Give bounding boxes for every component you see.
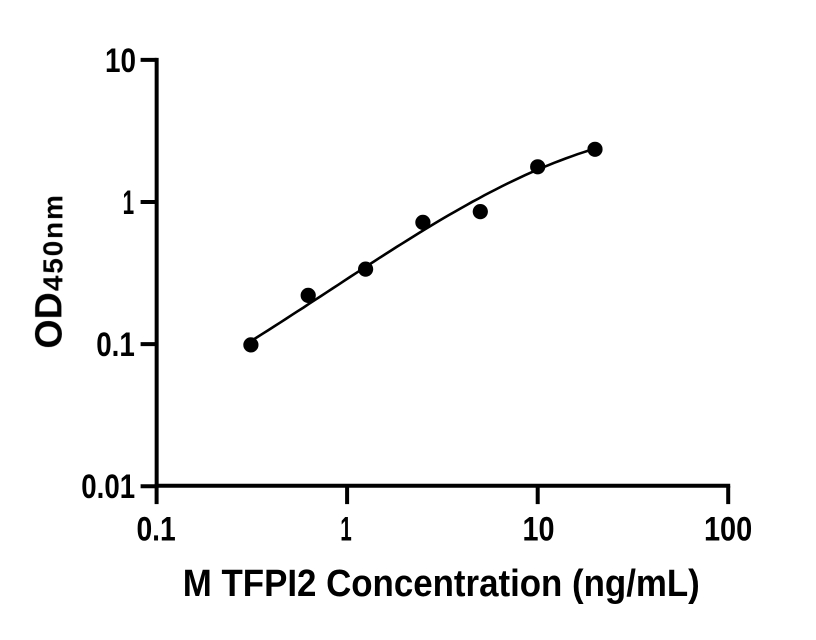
svg-text:0.1: 0.1: [136, 511, 175, 549]
svg-text:1: 1: [340, 511, 352, 549]
svg-text:0.1: 0.1: [96, 326, 135, 364]
svg-text:M TFPI2 Concentration (ng/mL): M TFPI2 Concentration (ng/mL): [183, 562, 700, 604]
svg-text:10: 10: [523, 511, 555, 549]
svg-text:100: 100: [704, 511, 752, 549]
svg-text:1: 1: [123, 184, 135, 222]
svg-text:OD: OD: [27, 292, 69, 348]
svg-text:450nm: 450nm: [37, 195, 68, 291]
svg-text:0.01: 0.01: [81, 468, 135, 506]
svg-text:10: 10: [105, 42, 136, 80]
